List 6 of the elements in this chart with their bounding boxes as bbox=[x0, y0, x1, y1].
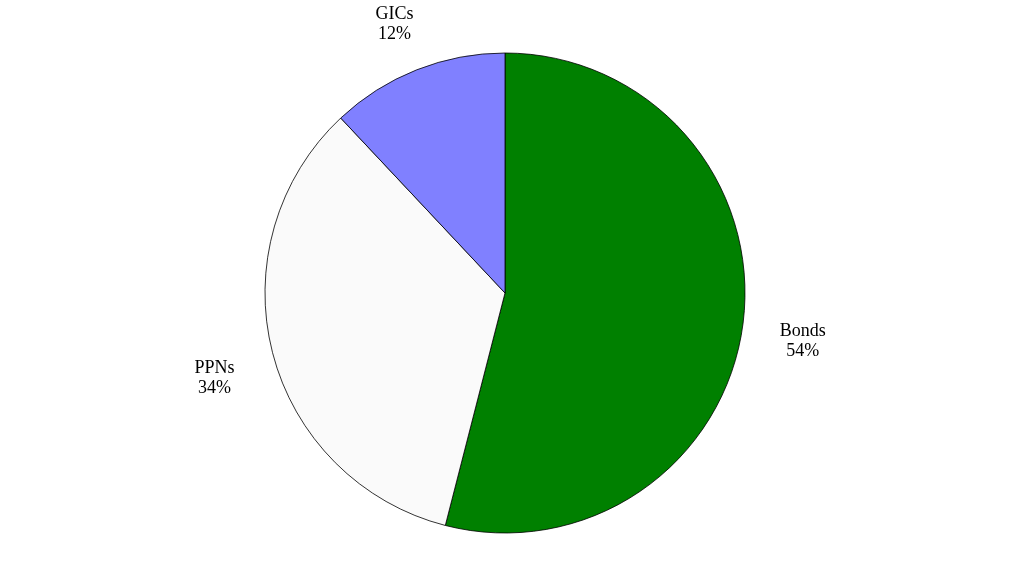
slice-label: Bonds bbox=[779, 319, 826, 340]
data-label: 54% bbox=[786, 339, 820, 360]
data-label: 34% bbox=[197, 376, 231, 397]
slice-label: PPNs bbox=[194, 356, 235, 377]
slice-label: GICs bbox=[375, 3, 414, 24]
data-label: 12% bbox=[378, 23, 412, 44]
